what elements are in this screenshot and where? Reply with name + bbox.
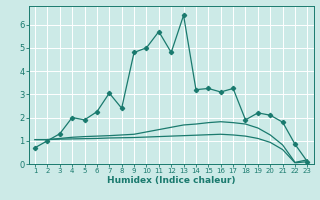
X-axis label: Humidex (Indice chaleur): Humidex (Indice chaleur) [107,176,236,185]
